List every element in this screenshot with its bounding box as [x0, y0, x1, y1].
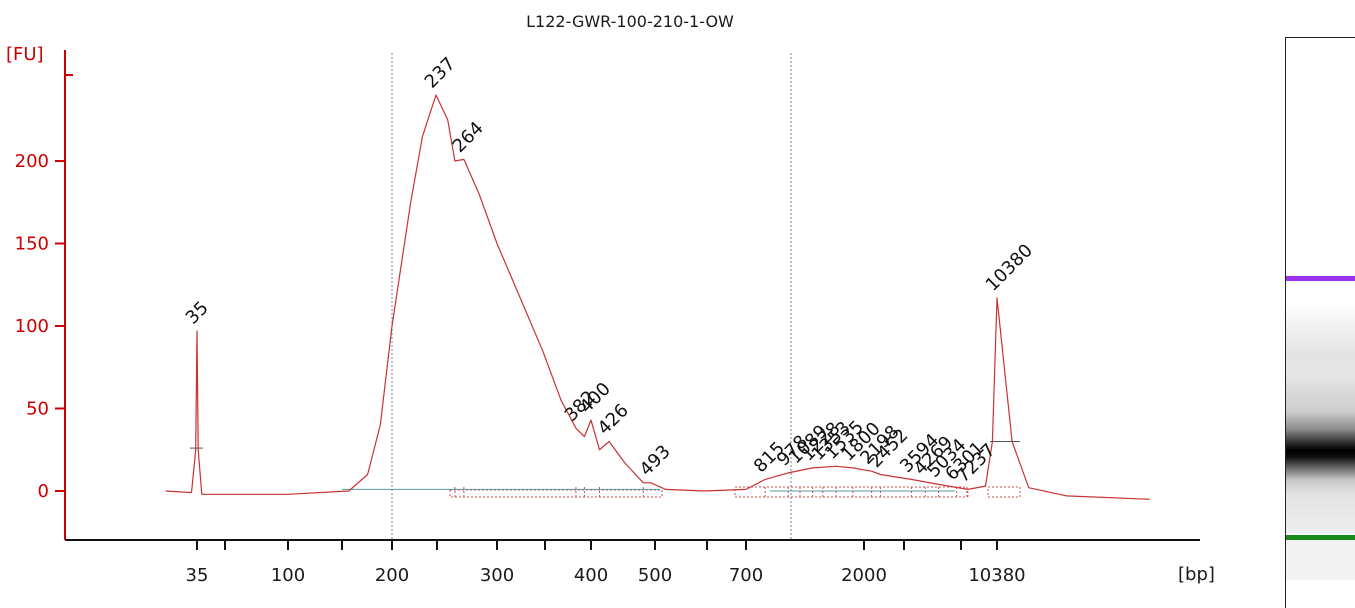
y-tick-label: 100 — [15, 316, 49, 337]
reference-lines — [391, 53, 792, 540]
x-tick-label: 10380 — [968, 565, 1025, 586]
y-axis-label: [FU] — [6, 44, 44, 65]
x-tick-label: 200 — [375, 565, 409, 586]
x-tick-label: 2000 — [841, 565, 887, 586]
region-box-main — [449, 489, 663, 498]
marker-peak-label: 35 — [182, 297, 213, 328]
x-tick-label: 700 — [729, 565, 763, 586]
peak-label: 493 — [636, 441, 675, 480]
electropherogram-chart: L122-GWR-100-210-1-OW [FU] [bp] 0 50 100 15… — [6, 12, 1215, 586]
x-tick-label: 35 — [186, 565, 209, 586]
x-tick-label: 100 — [271, 565, 305, 586]
gel-upper-marker-band — [1286, 276, 1355, 281]
x-tick-label: 400 — [574, 565, 608, 586]
x-axis-label: [bp] — [1178, 564, 1215, 585]
peak-label: 264 — [449, 118, 488, 157]
marker-peak-label: 10380 — [982, 240, 1037, 295]
gel-sample-smear — [1286, 303, 1355, 533]
trace-group — [165, 94, 1150, 500]
gel-bottom-shade — [1286, 540, 1355, 580]
gel-lower-marker-band — [1286, 535, 1355, 540]
chart-title: L122-GWR-100-210-1-OW — [526, 12, 734, 31]
region-box-broad — [734, 486, 968, 498]
y-tick-label: 50 — [26, 399, 49, 420]
peak-label: 237 — [421, 53, 460, 92]
y-tick-label: 0 — [38, 481, 49, 502]
region-box-upper-marker — [987, 486, 1021, 498]
y-tick-label: 150 — [15, 234, 49, 255]
x-tick-label: 500 — [638, 565, 672, 586]
x-tick-label: 300 — [480, 565, 514, 586]
x-axis-ticks: 35 100 200 300 400 500 700 2000 10380 — [186, 540, 1026, 586]
trace-line — [165, 94, 1150, 500]
gel-lane — [1285, 37, 1355, 608]
y-tick-label: 200 — [15, 151, 49, 172]
axes — [64, 50, 1200, 541]
region-boxes — [190, 441, 1021, 498]
y-axis-ticks: 0 50 100 150 200 — [15, 74, 73, 502]
